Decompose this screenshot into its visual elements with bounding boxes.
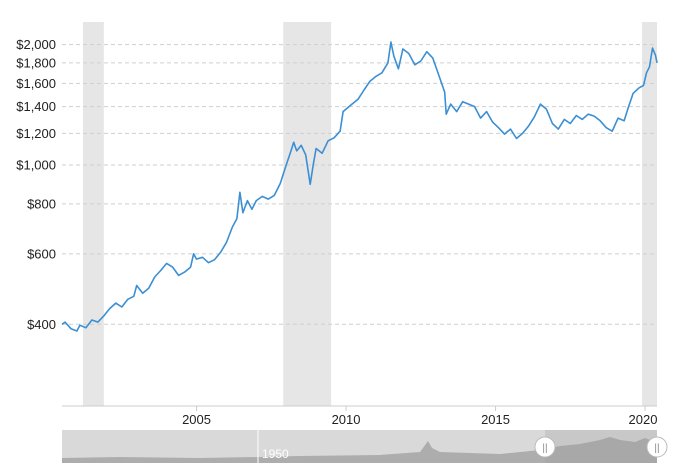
series-line — [61, 41, 658, 332]
navigator-label: 1950 — [262, 447, 289, 461]
y-tick-label: $1,800 — [16, 55, 56, 70]
right-handle-grip: || — [654, 443, 659, 454]
recession-band-1 — [82, 22, 104, 406]
y-tick-label: $400 — [27, 317, 56, 332]
x-tick-label: 2015 — [481, 412, 510, 427]
y-tick-label: $1,400 — [16, 99, 56, 114]
y-tick-label: $1,000 — [16, 158, 56, 173]
recession-bands — [82, 22, 657, 406]
navigator-right-handle[interactable]: || — [646, 436, 668, 458]
navigator-series-area — [62, 437, 657, 463]
x-tick-label: 2005 — [182, 412, 211, 427]
x-tick-label: 2020 — [629, 412, 658, 427]
navigator-left-handle[interactable]: || — [534, 436, 556, 458]
range-navigator[interactable]: 1950 || || — [62, 430, 668, 463]
x-axis-ticks: 2005 2010 2015 2020 — [182, 406, 657, 427]
x-tick-label: 2010 — [332, 412, 361, 427]
y-tick-label: $2,000 — [16, 37, 56, 52]
y-tick-label: $600 — [27, 246, 56, 261]
y-gridlines — [62, 44, 657, 325]
y-tick-label: $800 — [27, 196, 56, 211]
recession-band-3 — [642, 22, 657, 406]
y-tick-label: $1,600 — [16, 76, 56, 91]
left-handle-grip: || — [542, 443, 547, 454]
y-axis-ticks: $400 $600 $800 $1,000 $1,200 $1,400 $1,600 $1,8… — [16, 37, 56, 332]
y-tick-label: $1,200 — [16, 126, 56, 141]
recession-band-2 — [283, 22, 332, 406]
